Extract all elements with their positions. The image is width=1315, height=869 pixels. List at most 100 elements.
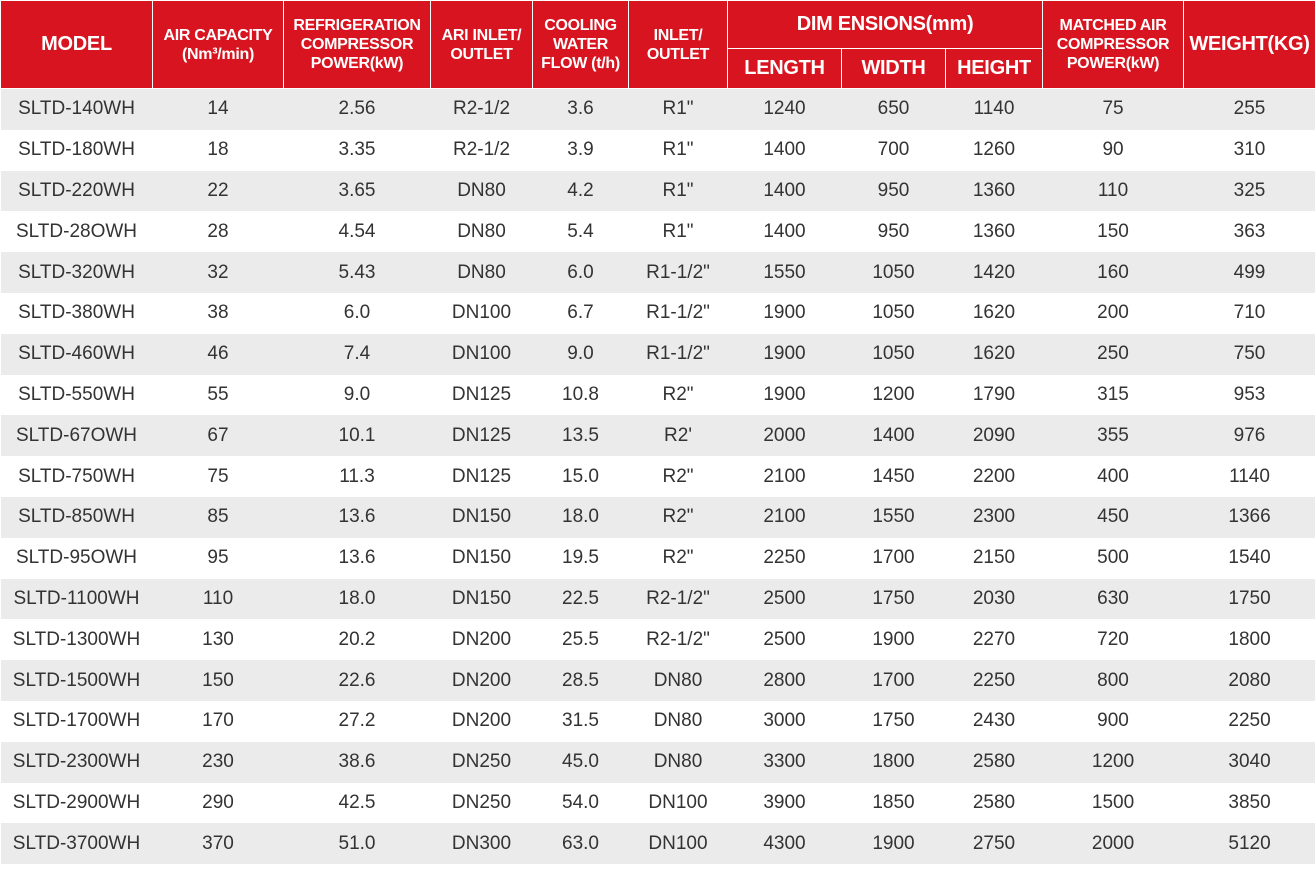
cell: 150: [1097, 220, 1129, 242]
cell: 22.5: [532, 578, 629, 620]
cell: 9.0: [343, 383, 371, 405]
cell: R2': [628, 415, 728, 457]
cell: DN300: [430, 823, 533, 865]
cell: SLTD-95OWH: [15, 547, 138, 569]
cell: 1750: [841, 578, 946, 620]
column-header: MATCHED AIR COMPRESSOR POWER(kW): [1042, 0, 1185, 89]
cell: 150: [152, 660, 284, 701]
cell: 2430: [972, 710, 1016, 732]
cell: DN150: [430, 578, 533, 620]
group-header: DIM ENSIONS(mm): [726, 0, 1044, 49]
cell: 3.9: [567, 139, 594, 161]
header-line: ARI INLET/: [441, 26, 522, 44]
cell: 2080: [1183, 660, 1315, 701]
cell: 20.2: [338, 628, 376, 650]
cell: DN125: [430, 415, 533, 457]
cell: 4.54: [338, 220, 376, 242]
cell: 200: [1097, 302, 1129, 324]
cell: 95: [207, 547, 229, 569]
header-line: WATER: [552, 36, 609, 53]
cell: DN125: [451, 465, 512, 487]
cell: 90: [1102, 139, 1124, 161]
cell: 950: [841, 170, 946, 212]
cell: 355: [1042, 415, 1184, 457]
column-header: COOLING WATER FLOW (t/h): [532, 0, 629, 89]
cell: 1140: [945, 88, 1043, 130]
cell: 2100: [763, 465, 806, 487]
cell: 1750: [872, 710, 915, 732]
cell: 38.6: [283, 741, 431, 783]
cell: R1": [628, 170, 728, 212]
cell: SLTD-750WH: [18, 465, 135, 487]
cell: 1240: [727, 88, 842, 130]
cell: 5.43: [283, 252, 431, 293]
cell: SLTD-3700WH: [0, 823, 153, 865]
cell: 800: [1042, 660, 1184, 701]
cell: 1366: [1183, 496, 1315, 538]
cell: 1700: [872, 547, 915, 569]
cell: 1400: [841, 415, 946, 457]
cell: 130: [202, 628, 234, 650]
cell: 650: [841, 88, 946, 130]
cell: 950: [877, 220, 910, 242]
cell: 1260: [972, 139, 1016, 161]
cell: 1050: [841, 252, 946, 293]
sub-title: WIDTH: [861, 57, 926, 79]
column-header: WEIGHT(KG): [1183, 0, 1315, 89]
table-row: SLTD-1300WH 130 20.2 DN200 25.5 R2-1/2" 2500 19…: [1, 619, 1315, 660]
cell: 500: [1097, 547, 1129, 569]
cell: 3900: [763, 791, 806, 813]
cell: 5120: [1183, 823, 1315, 865]
header-line: COOLING: [544, 17, 617, 34]
cell: 4.2: [532, 170, 629, 212]
header-line: OUTLET: [646, 45, 710, 63]
cell: 1900: [763, 302, 806, 324]
cell: SLTD-1100WH: [0, 578, 153, 620]
cell: SLTD-1500WH: [0, 660, 153, 701]
cell: R2-1/2": [646, 628, 710, 650]
cell: 1850: [872, 791, 915, 813]
header-line: COMPRESSOR: [1056, 36, 1170, 53]
cell: 22.6: [283, 660, 431, 701]
table-row: SLTD-460WH 46 7.4 DN100 9.0 R1-1/2" 1900 1050 16…: [0, 333, 1315, 375]
cell: 14: [152, 88, 284, 130]
cell: 1050: [841, 333, 946, 375]
cell: R2": [662, 465, 694, 487]
cell: 10.1: [283, 415, 431, 457]
cell: 310: [1233, 139, 1266, 161]
group-title: DIM ENSIONS(mm): [796, 13, 974, 35]
cell: 1620: [945, 333, 1043, 375]
cell: 3850: [1228, 791, 1271, 813]
cell: 290: [202, 791, 234, 813]
cell: 1900: [727, 333, 842, 375]
cell: 3.65: [283, 170, 431, 212]
table-row: SLTD-750WH 75 11.3 DN125 15.0 R2" 2100 1450 2200…: [1, 456, 1315, 497]
header-line: POWER(kW): [310, 55, 404, 72]
header-line: AIR CAPACITY: [163, 26, 273, 44]
cell: R1": [662, 139, 694, 161]
cell: 2030: [945, 578, 1043, 620]
cell: 67: [152, 415, 284, 457]
cell: 18.0: [532, 496, 629, 538]
cell: DN80: [457, 220, 506, 242]
cell: 28.5: [532, 660, 629, 701]
cell: 450: [1042, 496, 1184, 538]
cell: DN150: [451, 547, 512, 569]
cell: 85: [152, 496, 284, 538]
cell: SLTD-2300WH: [0, 741, 153, 783]
cell: 1420: [945, 252, 1043, 293]
table-row: SLTD-2300WH 230 38.6 DN250 45.0 DN80 3300 1800 2…: [0, 741, 1315, 783]
header-line: (Nm³/min): [182, 45, 254, 63]
cell: 750: [1183, 333, 1315, 375]
header-row: MODEL AIR CAPACITY (Nm³/min) REFRIGERATION C…: [0, 0, 1315, 89]
cell: 2750: [945, 823, 1043, 865]
cell: SLTD-460WH: [0, 333, 153, 375]
cell: 32: [152, 252, 284, 293]
header-subrow: LENGTH WIDTH HEIGHT: [1, 48, 1315, 89]
table-row: SLTD-3700WH 370 51.0 DN300 63.0 DN100 4300 1900…: [0, 823, 1315, 865]
cell: 2100: [727, 496, 842, 538]
cell: DN200: [430, 660, 533, 701]
table-row: SLTD-2900WH 290 42.5 DN250 54.0 DN100 3900 1850…: [1, 783, 1315, 824]
cell: DN125: [451, 383, 512, 405]
cell: 63.0: [532, 823, 629, 865]
